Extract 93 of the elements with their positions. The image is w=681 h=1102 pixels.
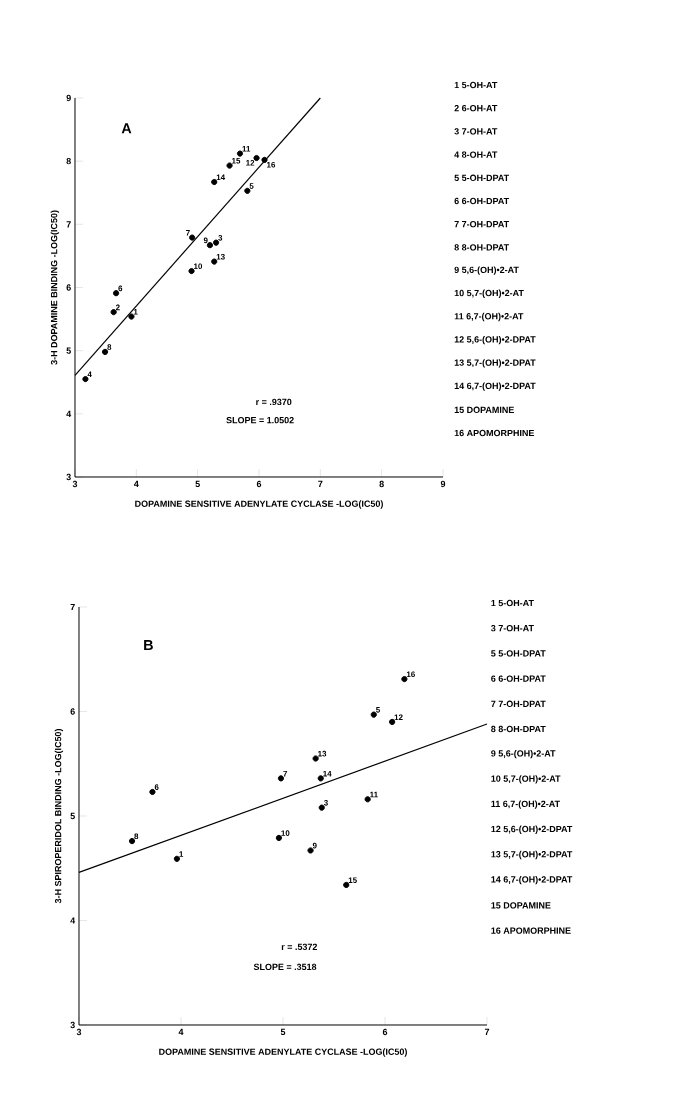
point	[128, 313, 135, 320]
x-axis-title: DOPAMINE SENSITIVE ADENYLATE CYCLASE -LOG(IC50)	[159, 1048, 407, 1057]
text: 3 7-OH-AT	[491, 625, 534, 632]
x-tick-label: 7	[318, 480, 323, 487]
text: 3 7-OH-AT	[454, 128, 498, 135]
point	[212, 239, 220, 246]
annotation: r = .9370	[256, 398, 292, 406]
point	[401, 676, 408, 683]
x-axis-title: DOPAMINE SENSITIVE ADENYLATE CYCLASE -LOG(IC50)	[135, 500, 383, 509]
annotation: A	[121, 123, 132, 134]
point	[128, 837, 136, 845]
y-tick-label: 4	[70, 917, 76, 924]
text: 9 5,6-(OH)•2-AT	[491, 750, 556, 759]
y-tick-label: 9	[66, 94, 71, 102]
text: 15 DOPAMINE	[491, 902, 551, 909]
text: 5 5-OH-DPAT	[454, 174, 510, 181]
text: 13 5,7-(OH)•2-DPAT	[454, 359, 536, 368]
y-tick-label: 7	[66, 221, 71, 228]
text: 8 8-OH-DPAT	[454, 244, 510, 251]
point	[113, 290, 120, 297]
point	[370, 711, 377, 718]
point	[343, 881, 350, 889]
point	[244, 187, 251, 194]
y-tick-label: 3	[70, 1021, 75, 1029]
text: 5 5-OH-DPAT	[491, 650, 546, 657]
y-tick-label: 5	[66, 347, 71, 354]
text: 14 6,7-(OH)•2-DPAT	[454, 382, 536, 391]
text: 7 7-OH-DPAT	[491, 700, 546, 707]
point	[312, 755, 319, 762]
x-tick-label: 9	[440, 480, 446, 488]
annotation: r = .5372	[281, 943, 318, 950]
text: 7 7-OH-DPAT	[454, 221, 510, 228]
point	[364, 796, 371, 803]
text: 9 5,6-(OH)•2-AT	[454, 266, 519, 275]
point	[226, 162, 233, 169]
annotation: SLOPE = 1.0502	[226, 416, 294, 424]
point	[317, 775, 324, 782]
x-tick-label: 6	[256, 480, 262, 488]
x-tick-label: 4	[133, 480, 139, 487]
text: 6 6-OH-DPAT	[491, 675, 546, 682]
text: 15 DOPAMINE	[454, 406, 514, 413]
text: 11 6,7-(OH)•2-AT	[491, 800, 560, 809]
y-tick-label: 6	[70, 708, 75, 715]
point	[307, 847, 314, 854]
point	[275, 834, 283, 842]
y-tick-label: 5	[70, 812, 75, 820]
y-tick-label: 3	[66, 473, 71, 481]
y-tick-label: 6	[66, 284, 71, 291]
point	[206, 242, 214, 249]
x-tick-label: 5	[280, 1028, 286, 1036]
x-tick-label: 6	[382, 1028, 388, 1036]
y-tick-label: 7	[70, 603, 75, 611]
point	[236, 150, 244, 157]
text: 13 5,7-(OH)•2-DPAT	[491, 850, 573, 860]
text: 1 5-OH-AT	[491, 599, 534, 607]
point	[211, 178, 218, 186]
annotation: SLOPE = .3518	[253, 963, 317, 971]
point	[101, 348, 109, 356]
text: 10 5,7-(OH)•2-AT	[491, 775, 561, 784]
point	[188, 267, 195, 275]
point	[189, 234, 196, 241]
point	[110, 309, 117, 316]
y-axis-title: 3-H DOPAMINE BINDING -LOG(IC50)	[50, 210, 60, 365]
point	[149, 788, 156, 796]
y-axis-title: 3-H SPIROPERIDOL BINDING -LOG(IC50)	[54, 729, 64, 904]
text: 12 5,6-(OH)•2-DPAT	[491, 825, 573, 834]
text: 1 5-OH-AT	[454, 81, 498, 89]
text: 6 6-OH-DPAT	[454, 197, 510, 205]
text: 11 6,7-(OH)•2-AT	[454, 312, 524, 322]
y-tick-label: 8	[66, 157, 71, 165]
text: 10 5,7-(OH)•2-AT	[454, 289, 524, 298]
annotation: B	[144, 640, 153, 650]
text: 2 6-OH-AT	[454, 105, 498, 112]
point	[253, 154, 260, 162]
x-tick-label: 3	[76, 1028, 82, 1036]
x-tick-label: 7	[484, 1028, 490, 1035]
text: 4 8-OH-AT	[454, 151, 498, 158]
x-tick-label: 8	[379, 480, 384, 488]
x-tick-label: 4	[178, 1028, 184, 1035]
point	[82, 375, 89, 383]
text: 12 5,6-(OH)•2-DPAT	[454, 336, 536, 345]
point	[277, 775, 285, 782]
point	[389, 718, 396, 726]
y-tick-label: 4	[66, 410, 72, 417]
point	[211, 258, 218, 265]
x-tick-label: 5	[195, 480, 200, 488]
text: 16 APOMORPHINE	[491, 927, 571, 934]
point	[261, 156, 268, 163]
point	[318, 804, 325, 811]
text: 8 8-OH-DPAT	[491, 725, 546, 733]
text: 14 6,7-(OH)•2-DPAT	[491, 876, 573, 885]
point	[173, 855, 181, 862]
text: 16 APOMORPHINE	[454, 429, 535, 437]
